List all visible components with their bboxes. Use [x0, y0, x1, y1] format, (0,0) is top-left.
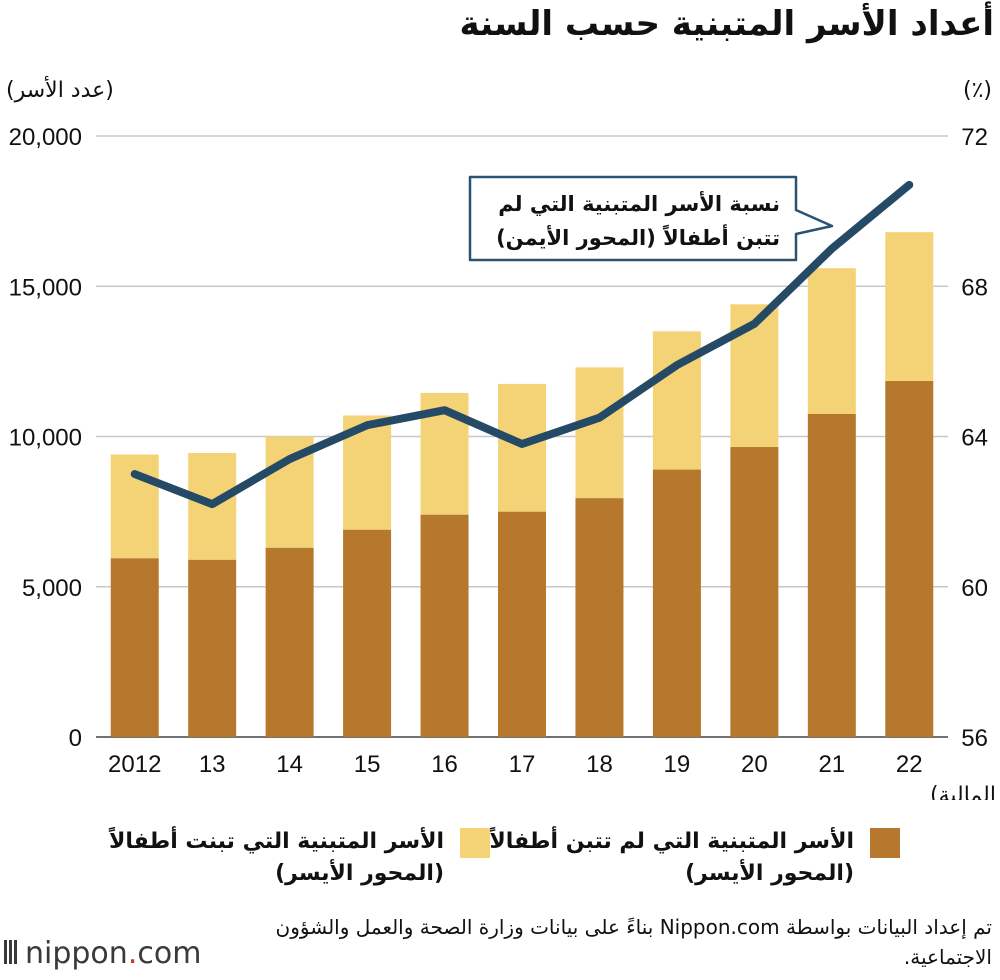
left-axis-unit: (عدد الأسر) — [6, 78, 114, 103]
ratio-point — [521, 443, 523, 446]
x-tick-label: 13 — [199, 751, 226, 778]
bar-no-children — [575, 498, 624, 737]
bar-no-children — [110, 558, 159, 737]
ratio-point — [211, 503, 214, 506]
nippon-logo: nippon.com — [4, 936, 201, 972]
bar-with-children — [807, 268, 856, 414]
x-axis-label: (السنة المالية) — [930, 783, 1000, 800]
legend-label-with-children: الأسر المتبنية التي تبنت أطفالاً — [109, 829, 444, 854]
left-tick-label: 15,000 — [9, 274, 82, 301]
legend-axis-with-children: (المحور الأيسر) — [275, 861, 444, 886]
right-tick-label: 64 — [961, 425, 988, 452]
bar-no-children — [265, 547, 314, 737]
bar-no-children — [652, 469, 701, 737]
x-tick-label: 20 — [741, 751, 768, 778]
logo-name: nippon — [25, 936, 128, 971]
ratio-point — [366, 424, 369, 427]
legend-axis-no-children: (المحور الأيسر) — [685, 861, 854, 886]
legend-swatch-with-children — [460, 828, 490, 858]
callout-box — [468, 175, 834, 262]
bar-with-children — [885, 232, 934, 381]
right-tick-label: 68 — [961, 274, 988, 301]
bar-no-children — [807, 413, 856, 737]
callout-line-1: نسبة الأسر المتبنية التي لم — [498, 190, 780, 216]
bar-no-children — [188, 559, 237, 737]
x-tick-label: 2012 — [108, 751, 161, 778]
legend-no-children: الأسر المتبنية التي لم تتبن أطفالاً (الم… — [489, 826, 900, 890]
x-tick-label: 15 — [354, 751, 381, 778]
logo-dot: . — [127, 936, 138, 971]
ratio-point — [598, 416, 601, 419]
x-tick-label: 18 — [586, 751, 613, 778]
right-tick-label: 72 — [961, 124, 988, 151]
right-tick-label: 56 — [961, 725, 988, 752]
logo-domain: com — [137, 936, 202, 971]
left-tick-label: 10,000 — [9, 425, 82, 452]
x-tick-label: 17 — [509, 751, 536, 778]
left-tick-label: 0 — [69, 725, 82, 752]
x-tick-label: 16 — [431, 751, 458, 778]
chart-title: أعداد الأسر المتبنية حسب السنة — [459, 4, 995, 44]
bar-no-children — [343, 529, 392, 737]
legend-with-children: الأسر المتبنية التي تبنت أطفالاً (المحور… — [109, 826, 490, 890]
ratio-point — [675, 364, 678, 367]
x-tick-label: 21 — [818, 751, 845, 778]
adoptive-families-chart: 0 5,000 10,000 15,000 20,000 56 60 64 68 72 2012 13… — [9, 124, 1000, 800]
ratio-point — [133, 473, 136, 476]
ratio-point — [443, 409, 446, 412]
source-note: تم إعداد البيانات بواسطة Nippon.com بناء… — [275, 915, 992, 969]
right-axis-unit: (٪) — [963, 78, 992, 103]
ratio-point — [288, 458, 291, 461]
x-tick-label: 19 — [664, 751, 691, 778]
x-tick-label: 14 — [276, 751, 303, 778]
left-tick-label: 20,000 — [9, 124, 82, 151]
bar-with-children — [575, 367, 624, 499]
legend-label-no-children: الأسر المتبنية التي لم تتبن أطفالاً — [489, 829, 854, 854]
bar-no-children — [420, 514, 469, 737]
x-tick-label: 22 — [896, 751, 923, 778]
ratio-point — [830, 247, 833, 250]
ratio-point — [753, 322, 756, 325]
logo-bars-icon — [4, 937, 19, 972]
callout-line-2: تتبن أطفالاً (المحور الأيمن) — [496, 223, 780, 250]
left-tick-label: 5,000 — [22, 575, 82, 602]
bar-no-children — [885, 380, 934, 737]
bar-no-children — [498, 511, 546, 737]
right-tick-label: 60 — [961, 575, 988, 602]
legend-swatch-no-children — [870, 828, 900, 858]
ratio-point — [908, 183, 911, 186]
bar-no-children — [730, 447, 779, 737]
